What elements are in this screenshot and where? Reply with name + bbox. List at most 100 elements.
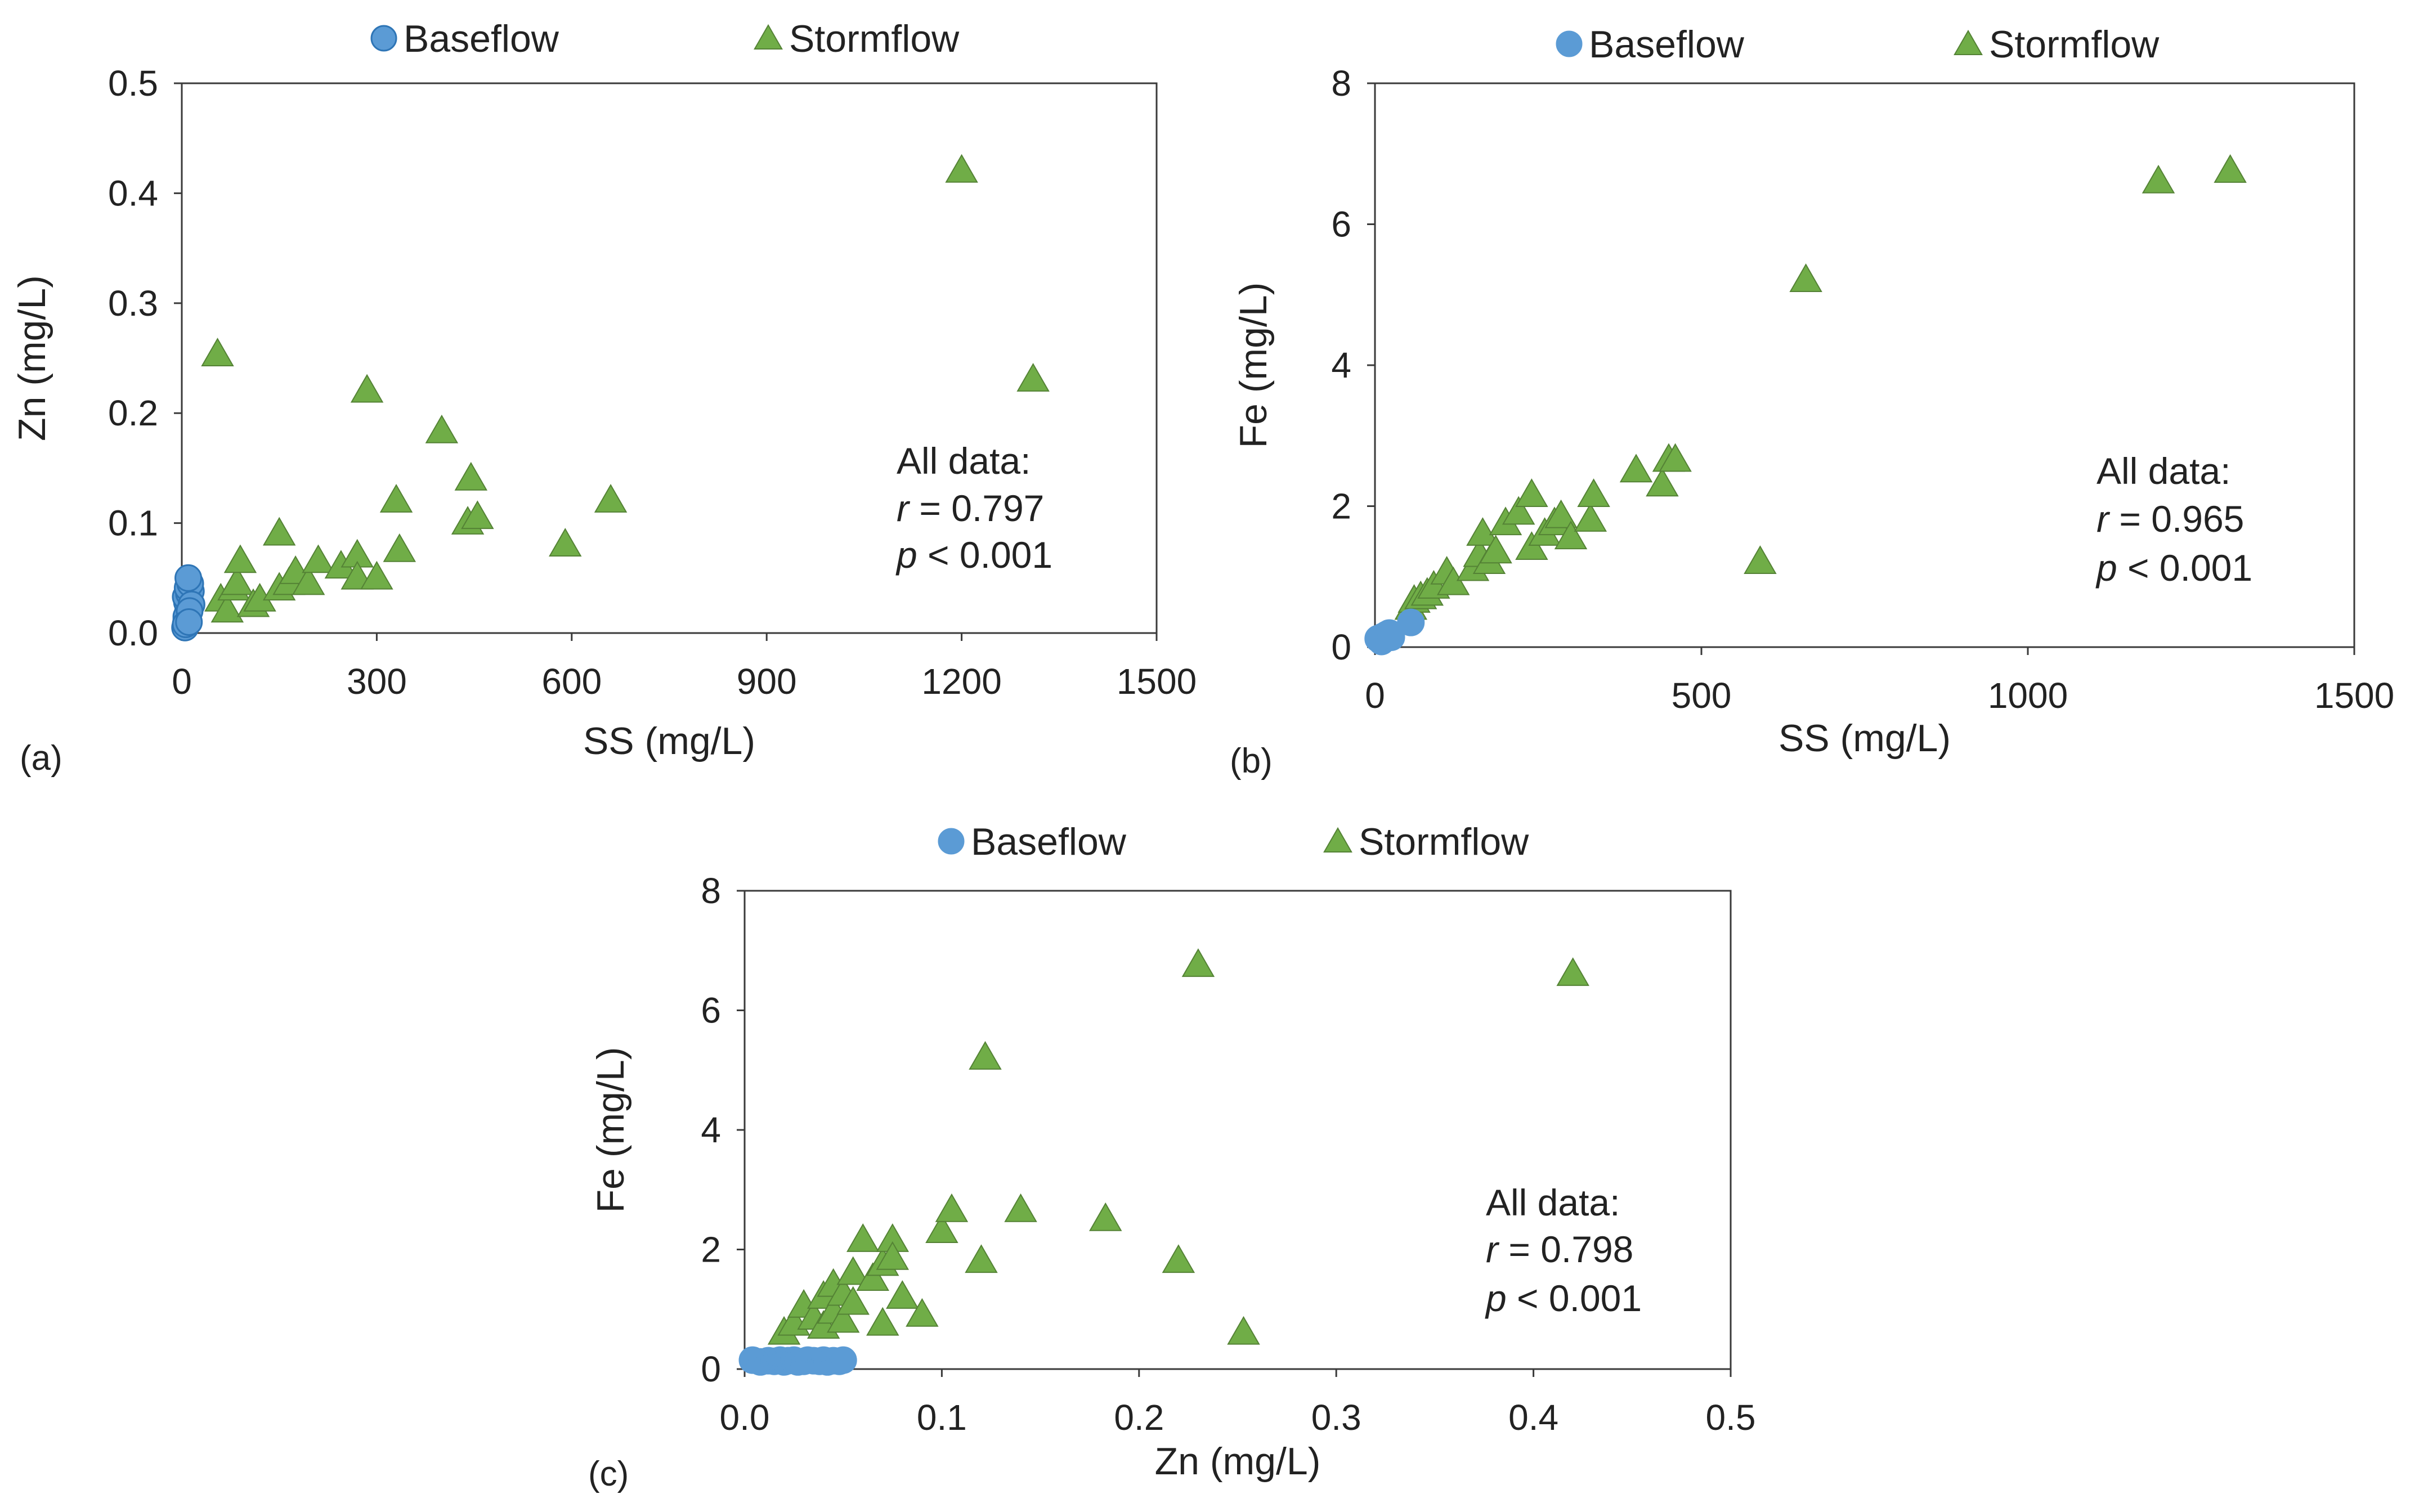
x-tick-label: 0.3 xyxy=(1311,1397,1361,1438)
y-tick-label: 2 xyxy=(1331,486,1351,527)
stormflow-point xyxy=(866,1307,899,1336)
stormflow-point xyxy=(1479,535,1512,564)
stormflow-point xyxy=(1554,521,1588,550)
stormflow-point xyxy=(846,1223,880,1252)
x-tick-label: 1000 xyxy=(1988,675,2068,716)
stormflow-point xyxy=(1544,499,1578,528)
y-axis-label: Fe (mg/L) xyxy=(1232,282,1275,448)
y-tick-label: 0.0 xyxy=(108,613,158,653)
y-tick-label: 4 xyxy=(1331,345,1351,385)
stormflow-point xyxy=(594,483,628,513)
y-tick-label: 0.4 xyxy=(108,173,158,213)
stormflow-point xyxy=(2142,164,2175,194)
stormflow-point xyxy=(856,1262,889,1291)
stormflow-point xyxy=(1466,517,1499,546)
stormflow-point xyxy=(201,338,234,366)
stormflow-point xyxy=(935,1193,969,1222)
annotation-all-data: All data: xyxy=(1486,1182,1620,1223)
y-tick-label: 8 xyxy=(701,871,721,911)
x-tick-label: 1500 xyxy=(2314,675,2394,716)
x-tick-label: 0 xyxy=(172,661,192,702)
y-tick-label: 4 xyxy=(701,1110,721,1150)
stormflow-point xyxy=(1089,1202,1122,1231)
x-tick-label: 0 xyxy=(1365,675,1385,716)
chart-panel-b: 0 500 1000 1500 0 2 4 6 8 SS (mg/L) Fe (mg/L) (b) Ba… xyxy=(1230,23,2394,780)
annotation-r-value: r = 0.797 xyxy=(897,487,1044,529)
stormflow-point xyxy=(383,533,416,562)
x-tick-label: 0.4 xyxy=(1508,1397,1558,1438)
y-tick-label: 8 xyxy=(1331,63,1351,104)
legend-baseflow-marker xyxy=(370,25,397,52)
stormflow-point xyxy=(223,544,257,573)
baseflow-point xyxy=(1377,623,1405,651)
x-tick-label: 300 xyxy=(347,661,407,702)
legend-stormflow-marker xyxy=(1954,29,1983,56)
x-tick-label: 0.5 xyxy=(1706,1397,1756,1438)
y-axis-label: Zn (mg/L) xyxy=(11,275,53,441)
legend-baseflow-marker xyxy=(1556,30,1583,57)
y-tick-label: 0.1 xyxy=(108,503,158,544)
stormflow-point xyxy=(1004,1193,1037,1222)
stormflow-point xyxy=(1646,468,1679,497)
stormflow-point xyxy=(454,461,488,491)
stormflow-point xyxy=(969,1040,1002,1070)
stormflow-point xyxy=(945,154,978,183)
baseflow-point xyxy=(175,608,203,636)
legend-baseflow-label: Baseflow xyxy=(1589,23,1745,66)
stormflow-point xyxy=(1556,957,1589,986)
baseflow-point xyxy=(174,564,203,592)
x-tick-label: 1500 xyxy=(1117,661,1197,702)
x-tick-label: 500 xyxy=(1672,675,1732,716)
chart-panel-a: 0 300 600 900 1200 1500 0.0 0.1 0.2 0.3 0.4 0.5 SS (… xyxy=(11,17,1197,778)
annotation-p-value: p < 0.001 xyxy=(895,534,1052,576)
stormflow-point xyxy=(836,1256,870,1285)
annotation-p-value: p < 0.001 xyxy=(1485,1277,1642,1319)
x-tick-label: 600 xyxy=(541,661,602,702)
legend-stormflow-label: Stormflow xyxy=(1989,23,2160,66)
x-tick-label: 900 xyxy=(737,661,797,702)
y-tick-label: 6 xyxy=(701,990,721,1031)
panel-label: (c) xyxy=(588,1455,629,1493)
y-axis-label: Fe (mg/L) xyxy=(589,1047,632,1213)
y-tick-label: 2 xyxy=(701,1230,721,1270)
annotation-r-value: r = 0.965 xyxy=(2097,498,2244,540)
stormflow-point xyxy=(1574,503,1607,532)
chart-panel-c: 0.0 0.1 0.2 0.3 0.4 0.5 0 2 4 6 8 Zn (mg/L) Fe (mg/L… xyxy=(588,820,1755,1493)
y-tick-label: 0 xyxy=(701,1349,721,1389)
stormflow-point xyxy=(826,1304,860,1333)
stormflow-point xyxy=(925,1214,958,1243)
stormflow-point xyxy=(1744,545,1777,575)
stormflow-point xyxy=(1619,454,1653,483)
stormflow-point xyxy=(302,544,335,573)
y-tick-label: 0.5 xyxy=(108,63,158,104)
stormflow-point xyxy=(549,528,582,557)
x-tick-label: 0.2 xyxy=(1114,1397,1164,1438)
stormflow-point xyxy=(1515,478,1548,508)
y-tick-label: 0.3 xyxy=(108,283,158,324)
stormflow-point xyxy=(1162,1244,1195,1273)
stormflow-point xyxy=(1436,566,1470,595)
stormflow-point xyxy=(2214,154,2247,183)
x-axis-label: SS (mg/L) xyxy=(583,720,755,762)
y-tick-label: 0 xyxy=(1331,627,1351,667)
annotation-p-value: p < 0.001 xyxy=(2095,547,2252,589)
stormflow-point xyxy=(836,1286,870,1315)
stormflow-point xyxy=(1659,443,1692,472)
stormflow-point xyxy=(886,1280,919,1309)
annotation-all-data: All data: xyxy=(2097,450,2230,492)
x-axis-label: SS (mg/L) xyxy=(1779,717,1951,760)
legend-baseflow-label: Baseflow xyxy=(404,17,559,60)
x-axis-label: Zn (mg/L) xyxy=(1155,1440,1321,1483)
legend-stormflow-label: Stormflow xyxy=(1359,820,1529,863)
stormflow-point xyxy=(1181,948,1215,977)
stormflow-point xyxy=(262,517,296,546)
baseflow-point xyxy=(1397,608,1425,636)
stormflow-point xyxy=(292,566,325,595)
legend-stormflow-marker xyxy=(754,24,783,50)
stormflow-point xyxy=(1789,263,1822,293)
stormflow-point xyxy=(1515,531,1548,560)
x-tick-label: 0.1 xyxy=(917,1397,967,1438)
stormflow-point xyxy=(1016,363,1050,392)
legend-stormflow-marker xyxy=(1323,827,1352,853)
